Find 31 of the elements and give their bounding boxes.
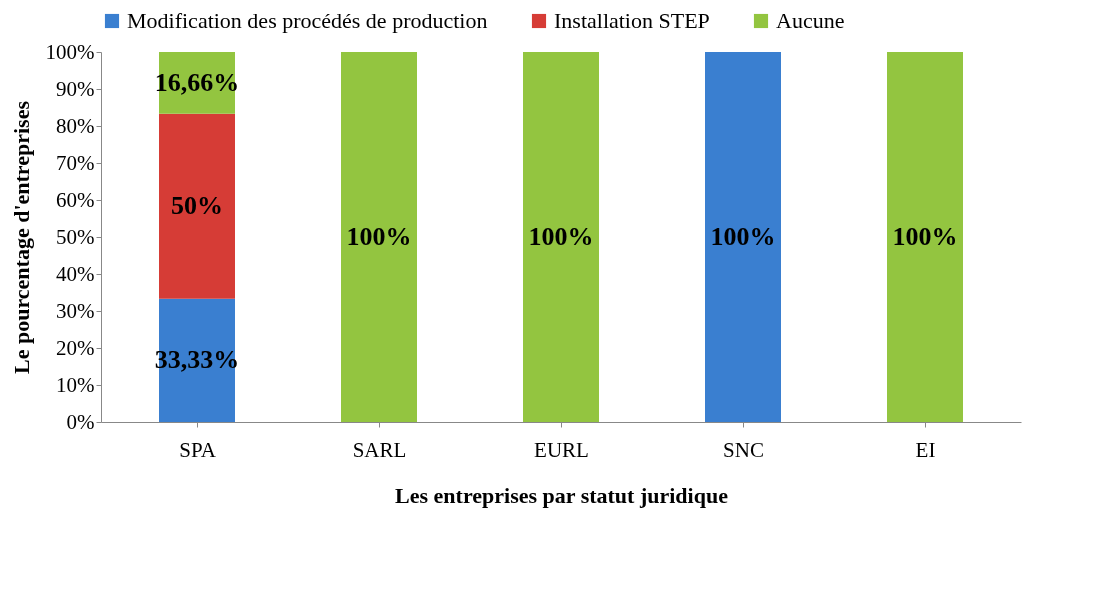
bar	[705, 52, 781, 422]
legend-label: Aucune	[776, 8, 845, 33]
y-tick-label: 0%	[66, 409, 95, 434]
data-label: 100%	[892, 222, 958, 251]
y-tick-label: 90%	[56, 76, 95, 101]
data-label: 100%	[346, 222, 412, 251]
data-label: 50%	[171, 191, 223, 221]
y-tick-label: 40%	[56, 261, 95, 286]
data-label: 100%	[710, 222, 776, 251]
y-tick-label: 100%	[45, 39, 95, 64]
x-tick-label: SPA	[179, 437, 217, 462]
data-label: 100%	[528, 222, 594, 251]
y-tick-label: 20%	[56, 335, 95, 360]
y-tick-label: 70%	[56, 150, 95, 175]
bar	[159, 113, 235, 299]
y-axis-title: Le pourcentage d'entreprises	[8, 100, 34, 374]
bar	[341, 52, 417, 422]
x-tick-label: SNC	[723, 437, 764, 462]
x-tick-label: SARL	[352, 437, 407, 462]
legend-label: Installation STEP	[554, 8, 710, 33]
y-tick-label: 60%	[56, 187, 95, 212]
bar	[523, 52, 599, 422]
x-tick-label: EI	[915, 437, 936, 462]
y-tick-label: 10%	[56, 372, 95, 397]
y-tick-label: 50%	[56, 224, 95, 249]
x-tick-label: EURL	[534, 437, 589, 462]
x-axis-title: Les entreprises par statut juridique	[395, 482, 729, 508]
y-tick-label: 80%	[56, 113, 95, 138]
legend-label: Modification des procédés de production	[127, 8, 488, 33]
y-tick-label: 30%	[56, 298, 95, 323]
bar	[887, 52, 963, 422]
